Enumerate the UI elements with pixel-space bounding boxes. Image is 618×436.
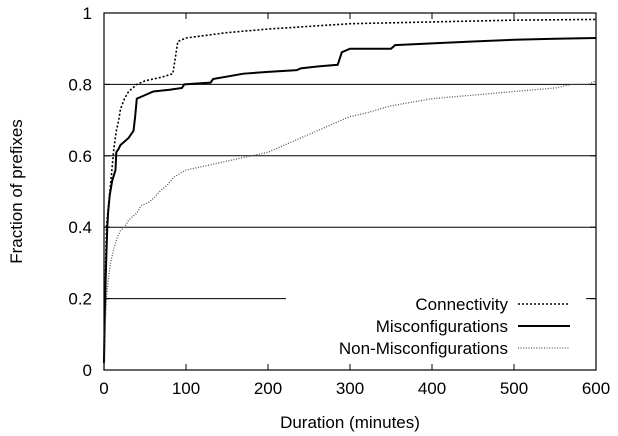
x-tick-label: 0 — [99, 379, 108, 398]
series-line-non-misconfigurations — [103, 80, 597, 371]
y-axis-label: Fraction of prefixes — [7, 119, 26, 264]
series-line-misconfigurations — [103, 36, 597, 363]
series-lines — [103, 18, 597, 371]
x-tick-label: 200 — [254, 379, 282, 398]
legend-label-connectivity: Connectivity — [415, 295, 508, 314]
legend: Connectivity Misconfigurations Non-Misconf… — [286, 290, 586, 362]
grid-lines — [104, 83, 596, 300]
y-tick-label: 1 — [83, 4, 92, 23]
x-tick-label: 500 — [500, 379, 528, 398]
x-tick-label: 100 — [172, 379, 200, 398]
y-tick-label: 0.4 — [68, 218, 92, 237]
x-axis-label: Duration (minutes) — [280, 413, 420, 432]
y-tick-label: 0.8 — [68, 75, 92, 94]
x-tick-label: 300 — [336, 379, 364, 398]
x-tick-label: 600 — [582, 379, 610, 398]
x-axis-ticks: 0 100 200 300 400 500 600 — [99, 13, 610, 398]
y-axis-ticks: 0 0.2 0.4 0.6 0.8 1 — [68, 4, 596, 380]
x-tick-label: 400 — [418, 379, 446, 398]
y-tick-label: 0.6 — [68, 147, 92, 166]
y-tick-label: 0 — [83, 361, 92, 380]
y-tick-label: 0.2 — [68, 290, 92, 309]
legend-label-non-misconfigurations: Non-Misconfigurations — [339, 339, 508, 358]
legend-label-misconfigurations: Misconfigurations — [376, 317, 508, 336]
